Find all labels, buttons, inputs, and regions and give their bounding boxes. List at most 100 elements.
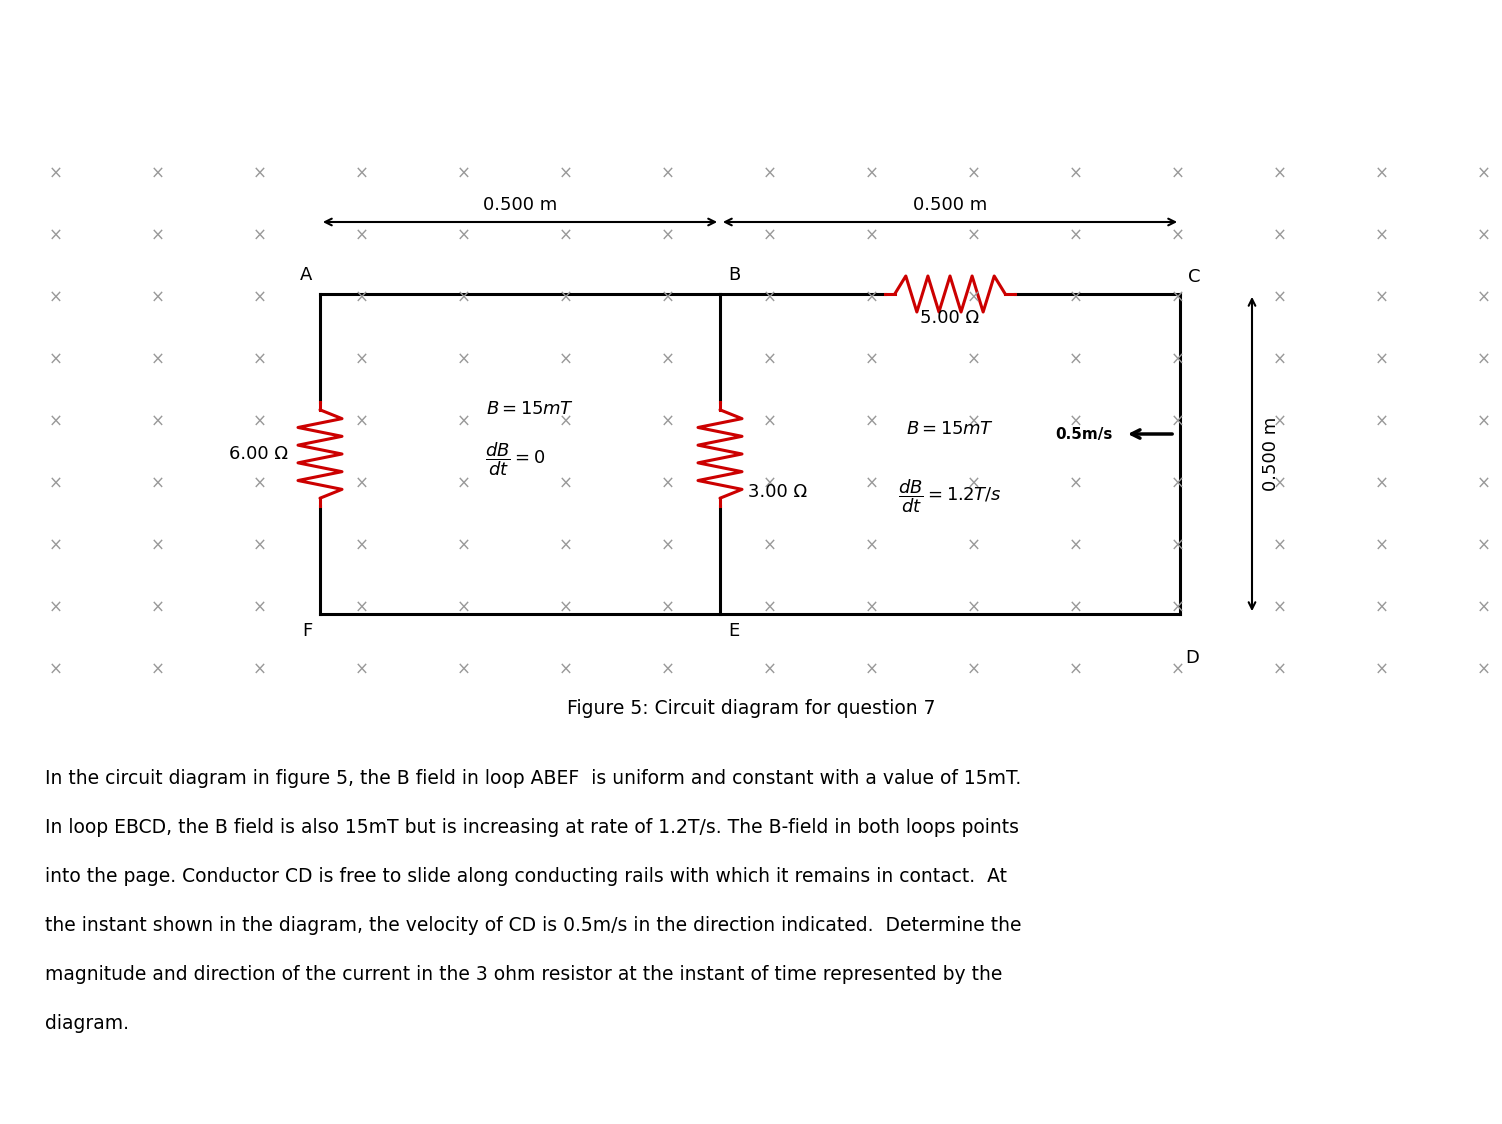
Text: $\times$: $\times$ (48, 289, 62, 306)
Text: $\times$: $\times$ (48, 351, 62, 368)
Text: $\times$: $\times$ (966, 289, 979, 306)
Text: $\times$: $\times$ (1374, 413, 1388, 429)
Text: $\times$: $\times$ (1476, 598, 1490, 616)
Text: $\times$: $\times$ (354, 598, 368, 616)
Text: $\times$: $\times$ (1068, 164, 1081, 181)
Text: $\times$: $\times$ (354, 164, 368, 181)
Text: $\times$: $\times$ (762, 164, 777, 181)
Text: $\times$: $\times$ (1170, 351, 1184, 368)
Text: $\times$: $\times$ (661, 536, 674, 553)
Text: $\times$: $\times$ (252, 289, 266, 306)
Text: $\times$: $\times$ (457, 474, 470, 491)
Text: $\times$: $\times$ (966, 536, 979, 553)
Text: $\times$: $\times$ (1476, 289, 1490, 306)
Text: the instant shown in the diagram, the velocity of CD is 0.5m/s in the direction : the instant shown in the diagram, the ve… (45, 916, 1021, 935)
Text: $\times$: $\times$ (1272, 227, 1286, 244)
Text: $\times$: $\times$ (1170, 661, 1184, 678)
Text: $\times$: $\times$ (661, 598, 674, 616)
Text: $\times$: $\times$ (762, 227, 777, 244)
Text: $\times$: $\times$ (1170, 164, 1184, 181)
Text: $\times$: $\times$ (864, 351, 877, 368)
Text: $\times$: $\times$ (1272, 289, 1286, 306)
Text: $\times$: $\times$ (1068, 661, 1081, 678)
Text: $\times$: $\times$ (457, 536, 470, 553)
Text: $\times$: $\times$ (966, 661, 979, 678)
Text: $\times$: $\times$ (252, 351, 266, 368)
Text: $\times$: $\times$ (354, 661, 368, 678)
Text: 5.00 Ω: 5.00 Ω (921, 309, 979, 327)
Text: $\times$: $\times$ (762, 474, 777, 491)
Text: $\times$: $\times$ (150, 351, 164, 368)
Text: $\times$: $\times$ (150, 474, 164, 491)
Text: $\times$: $\times$ (1068, 351, 1081, 368)
Text: $\times$: $\times$ (150, 536, 164, 553)
Text: $\times$: $\times$ (1374, 598, 1388, 616)
Text: $\times$: $\times$ (966, 413, 979, 429)
Text: $\times$: $\times$ (252, 598, 266, 616)
Text: $\times$: $\times$ (354, 227, 368, 244)
Text: $\times$: $\times$ (48, 598, 62, 616)
Text: $\times$: $\times$ (864, 474, 877, 491)
Text: $\times$: $\times$ (1272, 351, 1286, 368)
Text: $\dfrac{dB}{dt} = 1.2T/s$: $\dfrac{dB}{dt} = 1.2T/s$ (898, 478, 1002, 515)
Text: $\times$: $\times$ (150, 227, 164, 244)
Text: $\times$: $\times$ (1068, 289, 1081, 306)
Text: $\times$: $\times$ (457, 351, 470, 368)
Text: $\times$: $\times$ (559, 227, 572, 244)
Text: $\times$: $\times$ (966, 164, 979, 181)
Text: $\times$: $\times$ (354, 413, 368, 429)
Text: 3.00 Ω: 3.00 Ω (748, 483, 807, 501)
Text: $\times$: $\times$ (1476, 164, 1490, 181)
Text: $\times$: $\times$ (864, 227, 877, 244)
Text: $\times$: $\times$ (864, 536, 877, 553)
Text: $\times$: $\times$ (457, 413, 470, 429)
Text: $B = 15mT$: $B = 15mT$ (906, 420, 994, 438)
Text: $\times$: $\times$ (1374, 227, 1388, 244)
Text: $\times$: $\times$ (864, 289, 877, 306)
Text: $\times$: $\times$ (457, 289, 470, 306)
Text: $\times$: $\times$ (762, 351, 777, 368)
Text: $\times$: $\times$ (661, 474, 674, 491)
Text: $\times$: $\times$ (1068, 227, 1081, 244)
Text: $\times$: $\times$ (354, 289, 368, 306)
Text: $\times$: $\times$ (150, 598, 164, 616)
Text: $\times$: $\times$ (1476, 536, 1490, 553)
Text: $\times$: $\times$ (1272, 164, 1286, 181)
Text: $\times$: $\times$ (1170, 474, 1184, 491)
Text: $\times$: $\times$ (252, 536, 266, 553)
Text: $\times$: $\times$ (864, 598, 877, 616)
Text: $\times$: $\times$ (252, 661, 266, 678)
Text: $\times$: $\times$ (966, 474, 979, 491)
Text: In loop EBCD, the B field is also 15mT but is increasing at rate of 1.2T/s. The : In loop EBCD, the B field is also 15mT b… (45, 818, 1018, 837)
Text: $\times$: $\times$ (762, 413, 777, 429)
Text: $\times$: $\times$ (48, 474, 62, 491)
Text: $\times$: $\times$ (1374, 164, 1388, 181)
Text: 0.500 m: 0.500 m (913, 196, 987, 214)
Text: $\times$: $\times$ (354, 351, 368, 368)
Text: $\times$: $\times$ (762, 289, 777, 306)
Text: $\times$: $\times$ (457, 227, 470, 244)
Text: $\times$: $\times$ (762, 598, 777, 616)
Text: In the circuit diagram in figure 5, the B field in loop ABEF  is uniform and con: In the circuit diagram in figure 5, the … (45, 769, 1021, 788)
Text: 0.500 m: 0.500 m (1262, 417, 1280, 491)
Text: $\times$: $\times$ (354, 536, 368, 553)
Text: $\times$: $\times$ (457, 164, 470, 181)
Text: $\times$: $\times$ (1374, 474, 1388, 491)
Text: $\dfrac{dB}{dt} = 0$: $\dfrac{dB}{dt} = 0$ (485, 441, 545, 478)
Text: $\times$: $\times$ (150, 164, 164, 181)
Text: 0.500 m: 0.500 m (482, 196, 557, 214)
Text: $\times$: $\times$ (559, 289, 572, 306)
Text: C: C (1188, 268, 1200, 285)
Text: $\times$: $\times$ (559, 474, 572, 491)
Text: $\times$: $\times$ (1170, 413, 1184, 429)
Text: $\times$: $\times$ (966, 227, 979, 244)
Text: $\times$: $\times$ (661, 661, 674, 678)
Text: $\times$: $\times$ (1476, 661, 1490, 678)
Text: $\times$: $\times$ (252, 474, 266, 491)
Text: $\times$: $\times$ (48, 661, 62, 678)
Text: $\times$: $\times$ (252, 413, 266, 429)
Text: 6.00 Ω: 6.00 Ω (228, 445, 288, 463)
Text: $\times$: $\times$ (661, 164, 674, 181)
Text: $\times$: $\times$ (1272, 474, 1286, 491)
Text: $\times$: $\times$ (1476, 474, 1490, 491)
